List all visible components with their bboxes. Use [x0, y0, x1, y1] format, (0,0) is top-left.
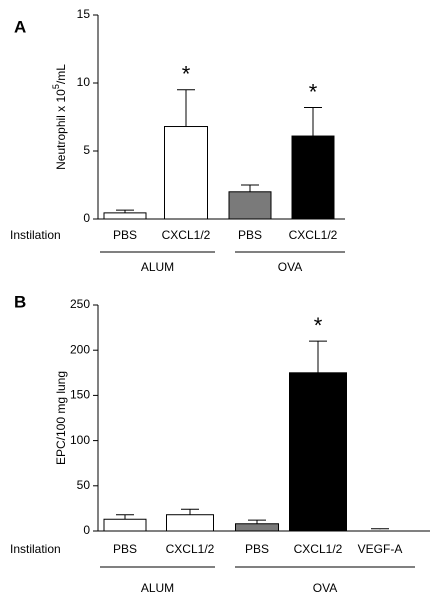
- y-tick-label: 150: [70, 388, 90, 402]
- row-label: Instilation: [10, 542, 61, 556]
- row-label: Instilation: [10, 228, 61, 242]
- group-label: OVA: [313, 581, 337, 595]
- y-label-text: EPC/100 mg lung: [54, 371, 68, 465]
- y-tick-label: 0: [83, 211, 90, 225]
- bar: [235, 523, 279, 532]
- x-tick-label: PBS: [113, 542, 137, 556]
- y-label-sup: 5: [51, 84, 61, 89]
- y-tick-label: 50: [77, 478, 91, 492]
- x-tick-label: CXCL1/2: [162, 228, 211, 242]
- bar: [289, 372, 347, 532]
- y-tick-label: 15: [77, 7, 91, 21]
- x-tick-label: PBS: [245, 542, 269, 556]
- y-label-text: Neutrophil x 10: [54, 89, 68, 170]
- significance-star: *: [309, 79, 318, 104]
- y-tick-label: 0: [83, 523, 90, 537]
- bar: [103, 518, 147, 532]
- x-tick-label: CXCL1/2: [166, 542, 215, 556]
- x-tick-label: PBS: [113, 228, 137, 242]
- x-tick-label: CXCL1/2: [289, 228, 338, 242]
- y-tick-label: 200: [70, 342, 90, 356]
- bar: [103, 212, 147, 220]
- panel-label: B: [14, 292, 26, 311]
- group-label: ALUM: [141, 581, 174, 595]
- bar: [166, 514, 214, 532]
- y-tick-label: 5: [83, 143, 90, 157]
- significance-star: *: [314, 313, 323, 338]
- y-axis-label: Neutrophil x 105/mL: [51, 64, 68, 170]
- significance-star: *: [182, 62, 191, 87]
- bar: [164, 126, 208, 220]
- y-tick-label: 100: [70, 433, 90, 447]
- y-tick-label: 10: [77, 75, 91, 89]
- y-axis-label: EPC/100 mg lung: [54, 371, 68, 465]
- panel-label: A: [14, 17, 26, 36]
- bar: [291, 135, 335, 220]
- y-tick-label: 250: [70, 297, 90, 311]
- bar: [228, 191, 272, 220]
- y-label-suffix: /mL: [54, 64, 68, 84]
- x-tick-label: PBS: [238, 228, 262, 242]
- x-tick-label: CXCL1/2: [294, 542, 343, 556]
- group-label: OVA: [278, 260, 302, 274]
- group-label: ALUM: [141, 260, 174, 274]
- x-tick-label: VEGF-A: [358, 542, 403, 556]
